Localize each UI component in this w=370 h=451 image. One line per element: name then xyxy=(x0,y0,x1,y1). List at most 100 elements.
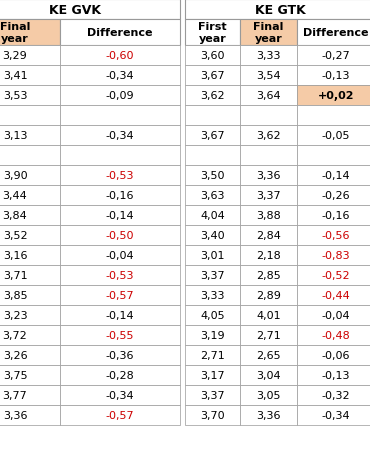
Bar xyxy=(60,186,180,206)
Text: -0,13: -0,13 xyxy=(322,71,350,81)
Text: Final
year: Final year xyxy=(253,22,284,44)
Bar xyxy=(60,20,180,46)
Text: -0,14: -0,14 xyxy=(322,170,350,180)
Text: -0,34: -0,34 xyxy=(106,390,134,400)
Bar xyxy=(240,325,297,345)
Text: 4,01: 4,01 xyxy=(256,310,281,320)
Bar xyxy=(297,245,370,265)
Text: -0,56: -0,56 xyxy=(322,230,350,240)
Bar xyxy=(240,226,297,245)
Text: 3,05: 3,05 xyxy=(256,390,281,400)
Bar xyxy=(0,0,180,20)
Bar xyxy=(240,106,297,126)
Text: -0,32: -0,32 xyxy=(322,390,350,400)
Bar xyxy=(240,86,297,106)
Bar xyxy=(185,86,240,106)
Bar xyxy=(60,265,180,285)
Text: -0,53: -0,53 xyxy=(106,271,134,281)
Text: -0,48: -0,48 xyxy=(322,330,350,340)
Bar xyxy=(0,226,60,245)
Bar xyxy=(240,385,297,405)
Text: -0,34: -0,34 xyxy=(322,410,350,420)
Bar xyxy=(60,146,180,166)
Text: 3,54: 3,54 xyxy=(256,71,281,81)
Text: 3,41: 3,41 xyxy=(3,71,27,81)
Bar xyxy=(185,226,240,245)
Bar xyxy=(297,86,370,106)
Text: 3,64: 3,64 xyxy=(256,91,281,101)
Bar xyxy=(60,226,180,245)
Bar xyxy=(185,365,240,385)
Bar xyxy=(185,285,240,305)
Text: 3,72: 3,72 xyxy=(3,330,27,340)
Bar xyxy=(60,285,180,305)
Bar xyxy=(60,206,180,226)
Bar xyxy=(185,66,240,86)
Bar xyxy=(185,305,240,325)
Text: -0,50: -0,50 xyxy=(106,230,134,240)
Bar xyxy=(0,245,60,265)
Text: 3,62: 3,62 xyxy=(200,91,225,101)
Bar xyxy=(185,405,240,425)
Bar xyxy=(185,46,240,66)
Bar xyxy=(297,385,370,405)
Text: 3,36: 3,36 xyxy=(256,410,281,420)
Bar xyxy=(240,285,297,305)
Bar xyxy=(297,405,370,425)
Text: 3,26: 3,26 xyxy=(3,350,27,360)
Bar xyxy=(240,186,297,206)
Text: 3,88: 3,88 xyxy=(256,211,281,221)
Bar xyxy=(0,385,60,405)
Bar xyxy=(185,325,240,345)
Bar xyxy=(297,226,370,245)
Bar xyxy=(0,345,60,365)
Text: +0,02: +0,02 xyxy=(318,91,354,101)
Text: -0,26: -0,26 xyxy=(322,191,350,201)
Bar xyxy=(185,265,240,285)
Text: 3,84: 3,84 xyxy=(3,211,27,221)
Text: 2,65: 2,65 xyxy=(256,350,281,360)
Text: 3,37: 3,37 xyxy=(256,191,281,201)
Text: 3,53: 3,53 xyxy=(3,91,27,101)
Bar xyxy=(185,186,240,206)
Bar xyxy=(60,106,180,126)
Bar xyxy=(60,345,180,365)
Bar xyxy=(0,166,60,186)
Bar xyxy=(185,206,240,226)
Bar xyxy=(185,0,370,20)
Text: 3,71: 3,71 xyxy=(3,271,27,281)
Bar xyxy=(60,365,180,385)
Bar xyxy=(0,126,60,146)
Text: 3,36: 3,36 xyxy=(256,170,281,180)
Bar xyxy=(297,345,370,365)
Bar xyxy=(240,20,297,46)
Text: KE GTK: KE GTK xyxy=(255,4,305,17)
Text: -0,83: -0,83 xyxy=(322,250,350,260)
Bar xyxy=(0,86,60,106)
Text: 3,44: 3,44 xyxy=(3,191,27,201)
Text: 4,04: 4,04 xyxy=(200,211,225,221)
Bar xyxy=(185,146,240,166)
Text: 3,67: 3,67 xyxy=(200,131,225,141)
Bar xyxy=(297,365,370,385)
Text: 3,04: 3,04 xyxy=(256,370,281,380)
Bar xyxy=(297,46,370,66)
Bar xyxy=(240,405,297,425)
Bar xyxy=(60,305,180,325)
Bar xyxy=(240,166,297,186)
Text: 3,85: 3,85 xyxy=(3,290,27,300)
Bar xyxy=(185,245,240,265)
Bar xyxy=(60,245,180,265)
Bar xyxy=(297,305,370,325)
Text: -0,06: -0,06 xyxy=(322,350,350,360)
Text: -0,44: -0,44 xyxy=(322,290,350,300)
Text: -0,05: -0,05 xyxy=(322,131,350,141)
Bar xyxy=(60,166,180,186)
Text: -0,16: -0,16 xyxy=(322,211,350,221)
Text: -0,04: -0,04 xyxy=(106,250,134,260)
Text: 3,13: 3,13 xyxy=(3,131,27,141)
Bar xyxy=(185,166,240,186)
Bar xyxy=(0,106,60,126)
Text: -0,16: -0,16 xyxy=(106,191,134,201)
Bar xyxy=(0,365,60,385)
